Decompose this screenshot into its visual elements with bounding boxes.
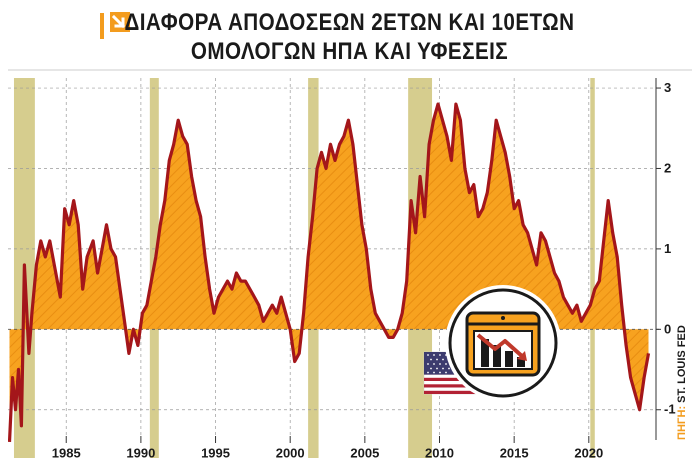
arrow-down-icon <box>110 12 130 32</box>
x-tick-label: 1985 <box>52 446 81 461</box>
x-tick-label: 2020 <box>574 446 603 461</box>
x-tick-label: 2015 <box>500 446 529 461</box>
x-tick-label: 1995 <box>201 446 230 461</box>
recession-band <box>590 78 595 458</box>
x-tick-label: 2005 <box>350 446 379 461</box>
source-note: ΠΗΓΗ: ST. LOUIS FED <box>676 325 688 440</box>
chart-title-line-1: ΔΙΑΦΟΡΑ ΑΠΟΔΟΣΕΩΝ 2ΕΤΩΝ ΚΑΙ 10ΕΤΩΝ <box>124 9 575 36</box>
title-accent-bar <box>100 13 104 39</box>
x-tick-label: 2010 <box>425 446 454 461</box>
spread-line <box>8 102 651 442</box>
y-tick-label: 3 <box>664 80 671 95</box>
x-tick-label: 2000 <box>276 446 305 461</box>
chart-title: ΔΙΑΦΟΡΑ ΑΠΟΔΟΣΕΩΝ 2ΕΤΩΝ ΚΑΙ 10ΕΤΩΝ ΟΜΟΛΟ… <box>0 0 699 74</box>
x-tick-label: 1990 <box>126 446 155 461</box>
chart-title-line-2: ΟΜΟΛΟΓΩΝ ΗΠΑ ΚΑΙ ΥΦΕΣΕΙΣ <box>190 38 509 65</box>
chart-down-icon <box>445 285 561 401</box>
y-tick-label: 2 <box>664 160 671 175</box>
source-label: ΠΗΓΗ: <box>676 405 688 440</box>
y-tick-label: 0 <box>664 321 671 336</box>
y-tick-label: -1 <box>664 402 676 417</box>
source-value: ST. LOUIS FED <box>676 325 688 403</box>
y-tick-label: 1 <box>664 241 671 256</box>
